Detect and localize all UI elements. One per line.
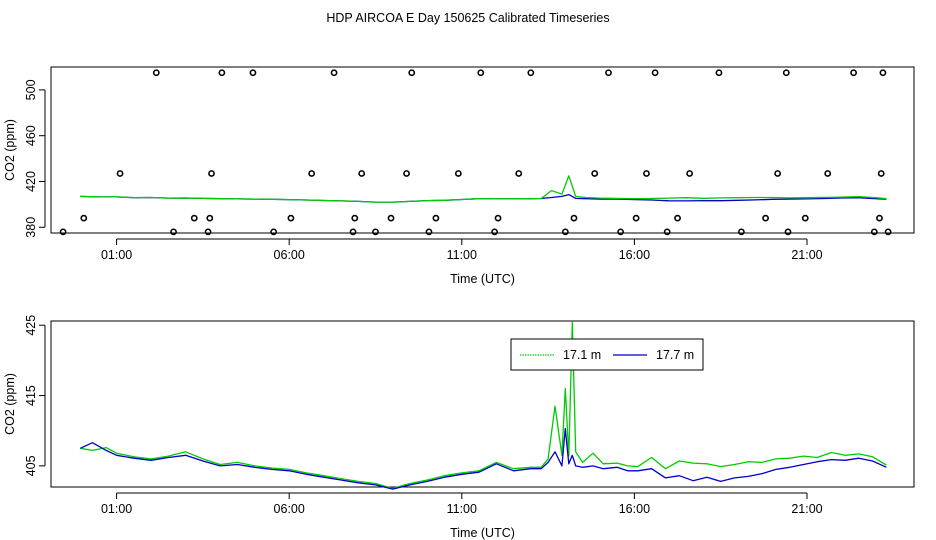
series-bottom — [80, 321, 887, 490]
legend: 17.1 m 17.7 m — [510, 338, 704, 371]
series-line-17-1-m — [80, 321, 887, 490]
calibration-point — [782, 69, 790, 77]
x-tick-label: 16:00 — [619, 248, 650, 262]
x-tick-label: 16:00 — [619, 502, 650, 516]
panel-top: 01:00 06:00 11:00 16:00 21:00 380 420 460 500 T… — [3, 66, 915, 286]
calibration-point — [774, 170, 782, 177]
calibration-point — [824, 170, 832, 177]
calibration-point — [674, 214, 681, 222]
x-tick-label: 11:00 — [447, 248, 477, 262]
calibration-point — [605, 69, 612, 77]
calibration-point — [643, 170, 650, 177]
calibration-point — [249, 69, 257, 77]
calibration-point — [218, 69, 226, 77]
x-axis-bottom: 01:00 06:00 11:00 16:00 21:00 — [101, 492, 823, 516]
plot-frame-bottom — [50, 320, 915, 488]
calibration-point — [877, 170, 885, 177]
y-tick-label: 405 — [24, 455, 38, 476]
calibration-point — [349, 228, 357, 236]
calibration-point — [204, 228, 212, 236]
calibration-point — [270, 228, 278, 236]
y-tick-label: 425 — [24, 315, 38, 336]
y-tick-label: 460 — [24, 125, 38, 146]
calibration-point — [116, 170, 124, 177]
calibration-point — [738, 228, 745, 236]
x-tick-label: 11:00 — [447, 502, 477, 516]
y-tick-label: 380 — [24, 217, 38, 238]
calibration-point — [408, 69, 416, 77]
calibration-point — [287, 214, 295, 222]
calibration-point — [850, 69, 857, 77]
y-axis-label-bottom: CO2 (ppm) — [3, 373, 17, 435]
y-tick-label: 415 — [24, 385, 38, 406]
calibration-point — [432, 214, 440, 222]
legend-label-17-7m: 17.7 m — [656, 348, 694, 362]
plot-frame-top — [50, 66, 915, 234]
calibration-point — [876, 214, 883, 222]
calibration-point — [591, 170, 599, 177]
calibration-point — [884, 228, 892, 236]
x-tick-label: 21:00 — [791, 248, 822, 262]
panel-bottom: 01:00 06:00 11:00 16:00 21:00 405 415 425 Time… — [3, 315, 915, 540]
calibration-points — [59, 69, 892, 236]
calibration-point — [570, 214, 578, 222]
calibration-point — [686, 170, 694, 177]
calibration-point — [762, 214, 769, 222]
calibration-point — [190, 214, 198, 222]
calibration-point — [372, 228, 379, 236]
calibration-point — [477, 69, 485, 77]
calibration-point — [632, 214, 640, 222]
calibration-point — [715, 69, 723, 77]
calibration-point — [330, 69, 338, 77]
calibration-point — [870, 228, 878, 236]
x-axis-label-bottom: Time (UTC) — [450, 526, 515, 540]
calibration-point — [59, 228, 67, 236]
x-tick-label: 06:00 — [274, 248, 305, 262]
calibration-point — [527, 69, 535, 77]
series-top — [80, 175, 887, 203]
series-line-1 — [80, 175, 887, 203]
y-axis-top: 380 420 460 500 — [24, 79, 46, 238]
calibration-point — [784, 228, 792, 236]
calibration-point — [403, 170, 410, 177]
calibration-point — [494, 214, 502, 222]
calibration-point — [651, 69, 659, 77]
calibration-point — [879, 69, 887, 77]
x-tick-label: 21:00 — [791, 502, 822, 516]
calibration-point — [358, 170, 366, 177]
calibration-point — [663, 228, 671, 236]
calibration-point — [170, 228, 177, 236]
legend-label-17-1m: 17.1 m — [563, 348, 601, 362]
calibration-point — [351, 214, 359, 222]
x-tick-label: 01:00 — [101, 502, 132, 516]
calibration-point — [206, 214, 214, 222]
calibration-point — [617, 228, 624, 236]
calibration-point — [491, 228, 498, 236]
y-tick-label: 420 — [24, 171, 38, 192]
series-line-17-7-m — [80, 427, 887, 490]
calibration-point — [801, 214, 809, 222]
x-axis-label-top: Time (UTC) — [450, 272, 515, 286]
y-tick-label: 500 — [24, 79, 38, 100]
calibration-point — [208, 170, 215, 177]
calibration-point — [80, 214, 88, 222]
calibration-point — [152, 69, 160, 77]
y-axis-bottom: 405 415 425 — [24, 315, 46, 476]
calibration-point — [308, 170, 316, 177]
calibration-point — [425, 228, 433, 236]
y-axis-label-top: CO2 (ppm) — [3, 119, 17, 181]
calibration-point — [454, 170, 462, 177]
x-tick-label: 01:00 — [101, 248, 132, 262]
calibration-point — [515, 170, 523, 177]
x-axis-top: 01:00 06:00 11:00 16:00 21:00 — [101, 238, 823, 262]
calibration-point — [561, 228, 569, 236]
calibration-point — [387, 214, 395, 222]
x-tick-label: 06:00 — [274, 502, 305, 516]
figure-title: HDP AIRCOA E Day 150625 Calibrated Times… — [326, 11, 609, 25]
